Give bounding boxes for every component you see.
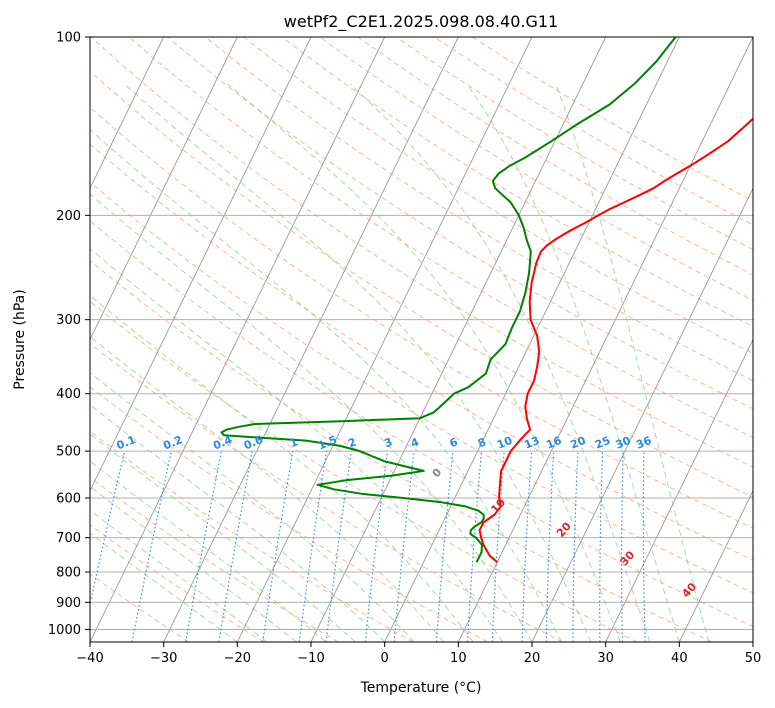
x-tick-label: 30 [597,651,614,666]
y-tick-label: 1000 [48,623,81,638]
mixing-ratio-line [298,451,328,642]
moist-adiabat-line [555,83,710,642]
dry-adiabat-line [90,300,638,642]
y-tick-label: 400 [56,387,81,402]
x-tick-label: −10 [297,651,324,666]
mixing-ratio-label: 30 [614,434,633,452]
moist-adiabat-line [90,509,268,642]
axes: −40 −30 −20 −10 0 10 20 30 40 50 100 200 300 400 500 60… [48,31,761,667]
temperature-profile-line [478,117,753,563]
mixing-ratio-label: 13 [522,434,541,452]
x-tick-label: 0 [381,651,389,666]
mixing-ratio-label: 10 [495,434,514,452]
moist-adiabat-line [90,294,474,642]
x-tick-label: 10 [450,651,467,666]
isotherm-line [605,338,753,642]
x-tick-label: 50 [745,651,762,666]
moist-adiabat-line [227,83,621,642]
profile-lines [220,37,753,563]
dry-adiabat-line [166,37,753,410]
isotherm-line [236,37,533,642]
x-axis-title: Temperature (°C) [360,680,482,696]
mixing-ratio-line [364,451,389,642]
background-lines [90,37,753,642]
dry-adiabat-line [90,220,753,628]
y-tick-label: 200 [56,209,81,224]
isotherm-line [384,37,680,642]
moist-adiabat-line [90,532,238,642]
dry-adiabat-line [90,573,190,642]
x-tick-label: −40 [76,651,103,666]
y-tick-label: 300 [56,313,81,328]
x-tick-label: 40 [671,651,688,666]
y-tick-label: 600 [56,492,81,507]
moist-adiabat-line [90,193,533,642]
moist-adiabat-line [466,83,680,642]
y-tick-label: 800 [56,566,81,581]
plot-frame [89,36,754,643]
line-labels: -100-90-80-70-60-50-40-30-20-100.10.20.4… [115,433,700,600]
moist-adiabat-line [90,433,356,642]
mixing-ratio-label: 1 [288,435,300,450]
mixing-ratio-label: 16 [544,434,563,452]
y-tick-label: 100 [56,31,81,46]
moist-adiabat-line [90,485,297,642]
x-tick-label: −20 [224,651,251,666]
mixing-ratio-label: 2 [346,435,358,450]
dry-adiabat-line [90,143,753,561]
chart-title: wetPf2_C2E1.2025.098.08.40.G11 [284,12,558,32]
y-tick-label: 500 [56,445,81,460]
dry-adiabat-line [319,37,753,301]
x-tick-label: 20 [524,651,541,666]
x-tick-label: −30 [150,651,177,666]
dry-adiabat-line [243,37,753,354]
isotherm-line [457,37,753,642]
y-tick-label: 700 [56,531,81,546]
isotherm-line [90,37,238,341]
mixing-ratio-line [325,451,352,642]
isotherm-line [90,37,312,492]
mixing-ratio-label: 8 [476,435,488,450]
dry-adiabat-line [281,37,753,328]
moist-adiabat-line [90,371,415,642]
dry-adiabat-line [128,37,753,439]
mixing-ratio-label: 20 [569,434,588,452]
y-axis-title: Pressure (hPa) [12,289,28,389]
moist-adiabat-line [90,129,562,642]
mixing-ratio-label: 36 [634,434,653,452]
isotherm-line [163,37,459,642]
mixing-ratio-line [393,451,415,642]
y-tick-label: 900 [56,596,81,611]
isotherm-line [90,37,386,642]
mixing-ratio-line [131,450,172,642]
moist-adiabat-line [90,460,327,642]
moist-adiabat-line [90,335,444,642]
moist-adiabat-line [349,83,651,642]
dry-adiabat-line [90,37,753,468]
dry-adiabat-line [90,181,753,594]
isotherm-line [531,187,753,642]
dry-adiabat-line [90,476,339,642]
mixing-ratio-label: 25 [593,434,612,452]
dry-adiabat-line [90,106,753,529]
isotherm-line [90,37,165,190]
dry-adiabat-line [205,37,753,382]
dewpoint-profile-line [220,37,677,563]
dry-adiabat-line [90,386,488,642]
mixing-ratio-line [262,451,294,642]
mixing-ratio-line [435,451,454,642]
isotherm-line [678,489,753,642]
mixing-ratio-label: 3 [382,435,394,450]
moist-adiabat-line [90,404,386,642]
